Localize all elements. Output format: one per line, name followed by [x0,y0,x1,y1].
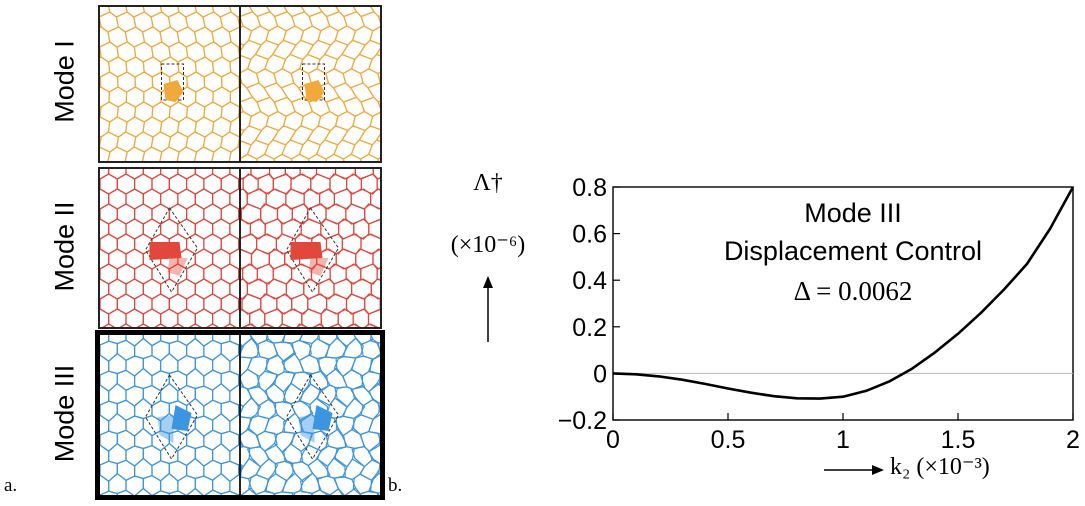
y-axis-arrow [483,276,493,342]
y-tick-label: 0.8 [572,174,607,202]
y-tick-label: 0.4 [572,267,607,295]
mode3-undeformed-lattice [100,335,239,495]
mode-label-1: Mode I [49,40,80,123]
mode-label-3: Mode III [49,364,80,463]
chart-annotation: Δ = 0.0062 [794,276,913,306]
panel-letter-b: b. [388,475,403,496]
mode1-undeformed-lattice [100,7,239,161]
series-line [612,186,1075,400]
mode1-undeformed-tile [98,5,241,163]
mode-label-2: Mode II [49,201,80,292]
mode3-deformed-lattice [241,335,380,495]
y-tick-label: 0.6 [572,221,607,249]
x-tick-label: 1.5 [941,426,976,454]
mode1-deformed-tile [239,5,382,163]
x-tick-label: 2 [1066,426,1080,454]
mode2-undeformed-lattice [100,169,239,327]
panel-letter-a: a. [4,475,18,496]
mode2-undeformed-tile [98,167,241,329]
x-tick-label: 0 [606,426,620,454]
y-tick-label: 0.2 [572,314,607,342]
y-axis-unit: (×10⁻⁶) [450,232,526,258]
y-tick-label: −0.2 [558,407,607,435]
y-axis-label: Λ† [473,170,503,196]
y-tick-label: 0 [593,360,607,388]
mode3-deformed-tile [239,333,382,497]
mode2-deformed-tile [239,167,382,329]
x-axis-arrow [824,465,884,475]
x-axis-label: k₂ (×10⁻³) [890,454,990,480]
mode1-deformed-lattice [241,7,380,161]
chart-subtitle: Displacement Control [724,236,982,266]
x-tick-label: 0.5 [711,426,746,454]
mode2-deformed-lattice [241,169,380,327]
chart-title: Mode III [804,198,902,228]
x-tick-label: 1 [836,426,850,454]
mode3-undeformed-tile [98,333,241,497]
